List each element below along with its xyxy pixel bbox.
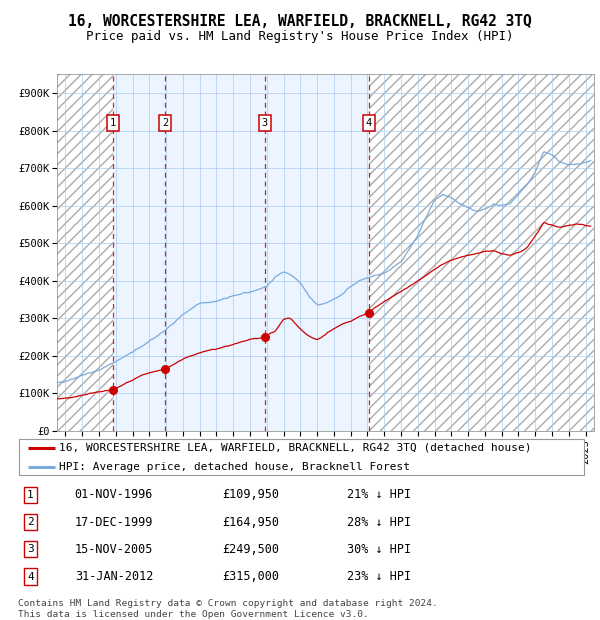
Text: 2: 2	[162, 118, 169, 128]
FancyBboxPatch shape	[19, 439, 584, 475]
Text: 1: 1	[110, 118, 116, 128]
Text: 4: 4	[27, 572, 34, 582]
Bar	[113, 74, 166, 431]
Text: 30% ↓ HPI: 30% ↓ HPI	[347, 543, 411, 556]
Text: 3: 3	[262, 118, 268, 128]
Text: 28% ↓ HPI: 28% ↓ HPI	[347, 516, 411, 528]
Text: £315,000: £315,000	[222, 570, 279, 583]
Text: 01-NOV-1996: 01-NOV-1996	[75, 489, 153, 501]
Text: 16, WORCESTERSHIRE LEA, WARFIELD, BRACKNELL, RG42 3TQ: 16, WORCESTERSHIRE LEA, WARFIELD, BRACKN…	[68, 14, 532, 29]
Bar	[57, 74, 113, 431]
Text: 31-JAN-2012: 31-JAN-2012	[75, 570, 153, 583]
Text: £109,950: £109,950	[222, 489, 279, 501]
Text: 3: 3	[27, 544, 34, 554]
Text: £164,950: £164,950	[222, 516, 279, 528]
Text: 15-NOV-2005: 15-NOV-2005	[75, 543, 153, 556]
Text: HPI: Average price, detached house, Bracknell Forest: HPI: Average price, detached house, Brac…	[59, 462, 410, 472]
Text: 16, WORCESTERSHIRE LEA, WARFIELD, BRACKNELL, RG42 3TQ (detached house): 16, WORCESTERSHIRE LEA, WARFIELD, BRACKN…	[59, 443, 532, 453]
Text: £249,500: £249,500	[222, 543, 279, 556]
Text: Price paid vs. HM Land Registry's House Price Index (HPI): Price paid vs. HM Land Registry's House …	[86, 30, 514, 43]
Text: Contains HM Land Registry data © Crown copyright and database right 2024.
This d: Contains HM Land Registry data © Crown c…	[18, 600, 438, 619]
Text: 21% ↓ HPI: 21% ↓ HPI	[347, 489, 411, 501]
Text: 4: 4	[366, 118, 372, 128]
Text: 17-DEC-1999: 17-DEC-1999	[75, 516, 153, 528]
Bar	[369, 74, 594, 431]
Text: 1: 1	[27, 490, 34, 500]
Text: 2: 2	[27, 517, 34, 527]
Bar	[166, 74, 265, 431]
Bar	[265, 74, 369, 431]
Text: 23% ↓ HPI: 23% ↓ HPI	[347, 570, 411, 583]
